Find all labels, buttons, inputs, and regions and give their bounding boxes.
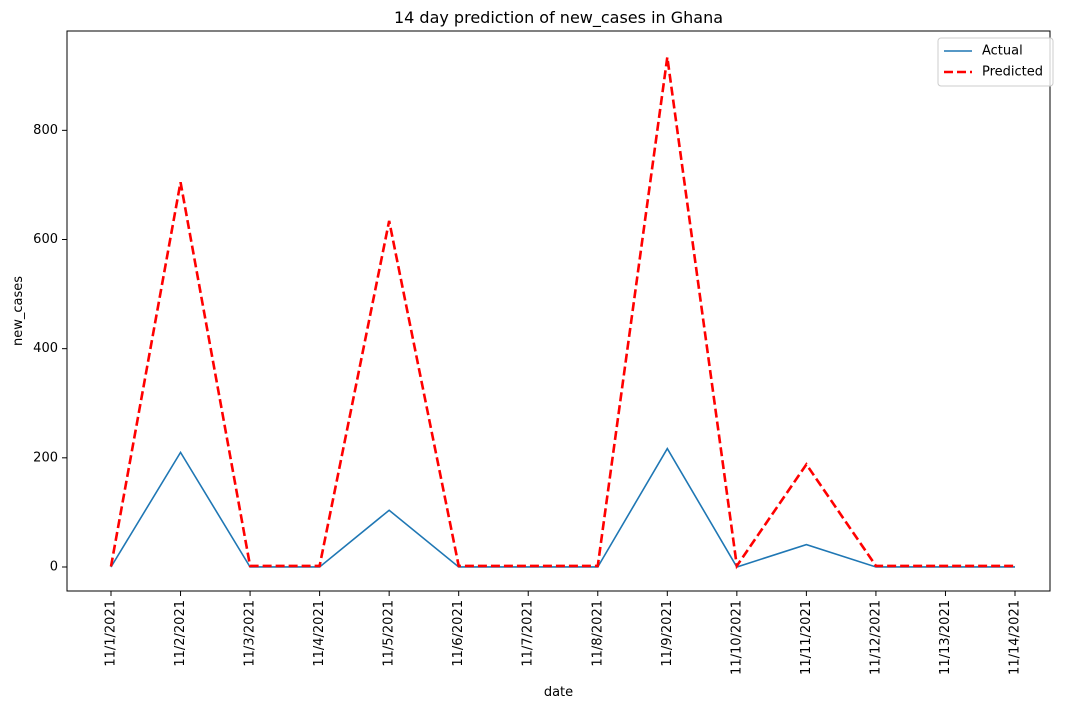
legend: Actual Predicted bbox=[937, 37, 1054, 87]
series-line-predicted bbox=[109, 57, 1015, 570]
x-tick-label: 11/2/2021 bbox=[173, 600, 188, 667]
y-tick-label: 400 bbox=[33, 341, 58, 356]
y-tick-label: 800 bbox=[33, 123, 58, 138]
x-tick-label: 11/1/2021 bbox=[104, 600, 119, 667]
series-line-actual bbox=[110, 446, 1015, 568]
y-tick-label: 600 bbox=[33, 232, 58, 247]
chart-title: 14 day prediction of new_cases in Ghana bbox=[394, 8, 723, 28]
plot-area bbox=[66, 30, 1051, 592]
x-axis-label: date bbox=[544, 685, 573, 700]
x-tick-label: 11/9/2021 bbox=[660, 600, 675, 667]
x-tick-label: 11/11/2021 bbox=[799, 600, 814, 675]
x-tick-label: 11/10/2021 bbox=[729, 600, 744, 675]
legend-label-actual: Actual bbox=[982, 44, 1023, 59]
x-axis: 11/1/2021 11/2/2021 11/3/2021 11/4/2021 11/5… bbox=[104, 591, 1023, 675]
x-tick-label: 11/4/2021 bbox=[312, 600, 327, 667]
x-tick-label: 11/7/2021 bbox=[521, 600, 536, 667]
x-tick-label: 11/13/2021 bbox=[938, 600, 953, 675]
x-tick-label: 11/14/2021 bbox=[1008, 600, 1023, 675]
series-layer bbox=[109, 57, 1016, 570]
x-tick-label: 11/6/2021 bbox=[451, 600, 466, 667]
x-tick-label: 11/5/2021 bbox=[382, 600, 397, 667]
y-tick-label: 0 bbox=[50, 559, 58, 574]
x-tick-label: 11/8/2021 bbox=[590, 600, 605, 667]
legend-label-predicted: Predicted bbox=[982, 65, 1043, 80]
x-tick-label: 11/12/2021 bbox=[868, 600, 883, 675]
y-axis-label: new_cases bbox=[11, 276, 26, 346]
legend-box bbox=[937, 37, 1054, 87]
y-tick-label: 200 bbox=[33, 450, 58, 465]
y-axis: 0 200 400 600 800 bbox=[33, 123, 67, 574]
x-tick-label: 11/3/2021 bbox=[243, 600, 258, 667]
